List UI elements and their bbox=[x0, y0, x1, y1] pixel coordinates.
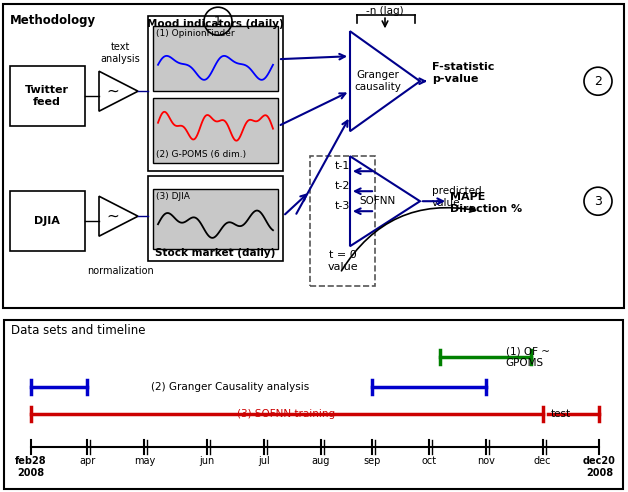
Text: DJIA: DJIA bbox=[34, 216, 60, 226]
Text: 1: 1 bbox=[214, 15, 222, 28]
Text: MAPE
Direction %: MAPE Direction % bbox=[450, 192, 522, 214]
Text: (2) Granger Causality analysis: (2) Granger Causality analysis bbox=[151, 382, 309, 392]
Text: (1) OpinionFinder: (1) OpinionFinder bbox=[156, 29, 235, 38]
Text: feb28
2008: feb28 2008 bbox=[14, 456, 46, 478]
Text: t-3: t-3 bbox=[335, 201, 350, 211]
Bar bbox=[10, 191, 85, 251]
Bar bbox=[148, 176, 283, 261]
Text: sep: sep bbox=[363, 456, 381, 466]
Text: (1) OF ~
GPOMS: (1) OF ~ GPOMS bbox=[506, 346, 550, 368]
Text: oct: oct bbox=[421, 456, 436, 466]
Text: t-1: t-1 bbox=[335, 161, 350, 171]
Text: dec20
2008: dec20 2008 bbox=[583, 456, 616, 478]
Text: Data sets and timeline: Data sets and timeline bbox=[11, 324, 145, 338]
Text: test: test bbox=[551, 409, 571, 419]
Text: Mood indicators (daily): Mood indicators (daily) bbox=[147, 19, 284, 29]
Text: t = 0
value: t = 0 value bbox=[327, 250, 358, 272]
Text: (3) DJIA: (3) DJIA bbox=[156, 192, 190, 201]
Text: aug: aug bbox=[311, 456, 330, 466]
Text: Granger
causality: Granger causality bbox=[355, 70, 401, 92]
Bar bbox=[10, 66, 85, 126]
Text: (3) SOFNN training: (3) SOFNN training bbox=[237, 409, 335, 419]
Bar bbox=[153, 189, 278, 249]
Text: (2) G-POMS (6 dim.): (2) G-POMS (6 dim.) bbox=[156, 150, 246, 159]
Text: -n (lag): -n (lag) bbox=[366, 6, 404, 16]
Text: text
analysis: text analysis bbox=[100, 42, 140, 64]
Text: may: may bbox=[134, 456, 155, 466]
Text: nov: nov bbox=[477, 456, 495, 466]
Text: apr: apr bbox=[79, 456, 95, 466]
Bar bbox=[153, 26, 278, 91]
Text: predicted
value: predicted value bbox=[432, 186, 482, 208]
Bar bbox=[153, 98, 278, 163]
Bar bbox=[310, 156, 375, 286]
Text: Stock market (daily): Stock market (daily) bbox=[155, 248, 276, 258]
Text: ~: ~ bbox=[107, 209, 119, 224]
Text: jul: jul bbox=[258, 456, 269, 466]
Text: t-2: t-2 bbox=[335, 181, 350, 191]
Bar bbox=[148, 16, 283, 171]
Text: ~: ~ bbox=[107, 84, 119, 99]
Text: 2: 2 bbox=[594, 75, 602, 88]
Text: jun: jun bbox=[199, 456, 215, 466]
Text: 3: 3 bbox=[594, 195, 602, 208]
Text: F-statistic
p-value: F-statistic p-value bbox=[432, 62, 494, 84]
Text: Twitter
feed: Twitter feed bbox=[25, 86, 69, 107]
Text: dec: dec bbox=[534, 456, 551, 466]
Text: SOFNN: SOFNN bbox=[360, 196, 396, 206]
Text: normalization: normalization bbox=[87, 266, 153, 276]
Text: Methodology: Methodology bbox=[10, 14, 96, 27]
